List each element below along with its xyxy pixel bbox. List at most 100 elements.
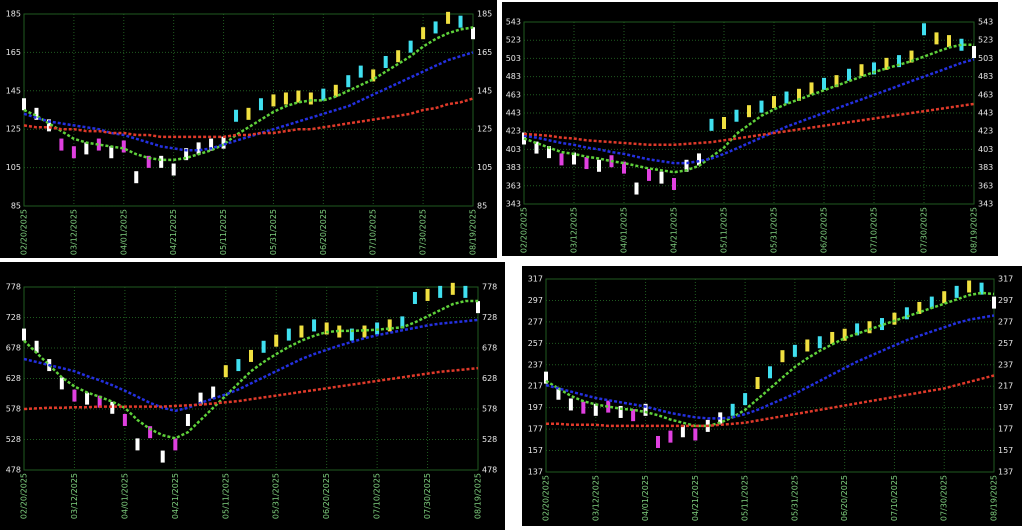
price-bar	[584, 157, 589, 170]
y-tick-label: 503	[506, 54, 521, 63]
y-tick-label-right: 217	[998, 382, 1013, 391]
chart-panel: 85 85 105 105 125 125 145 145 165 165 185 185 02/20/…	[0, 0, 497, 258]
x-tick-label: 02/20/2025	[20, 473, 29, 519]
price-bar	[618, 405, 623, 418]
price-bar	[46, 119, 51, 132]
y-tick-label: 728	[6, 313, 21, 322]
y-tick-label-right: 383	[978, 163, 993, 172]
price-bar	[780, 350, 785, 363]
y-tick-label: 423	[506, 127, 521, 136]
y-tick-label-right: 463	[978, 90, 993, 99]
x-tick-label: 04/21/2025	[670, 207, 679, 253]
price-bar	[822, 77, 826, 90]
price-bar	[211, 386, 216, 399]
price-bar	[929, 296, 934, 309]
price-bar	[236, 359, 241, 372]
price-bar	[84, 142, 89, 155]
moving-average-line	[23, 51, 474, 152]
y-tick-label: 317	[528, 275, 543, 284]
price-bar	[730, 403, 735, 416]
price-bar	[333, 84, 338, 97]
x-tick-label: 08/19/2025	[990, 475, 999, 521]
price-bar	[458, 15, 463, 28]
price-bar	[759, 100, 764, 113]
price-bar	[722, 117, 726, 130]
price-bar	[768, 366, 772, 379]
price-bar	[631, 409, 636, 422]
x-tick-label: 04/01/2025	[119, 209, 128, 255]
y-tick-label: 185	[6, 10, 21, 19]
price-bar	[59, 377, 64, 390]
price-bar	[383, 56, 388, 68]
price-bar	[198, 392, 203, 405]
y-tick-label: 403	[506, 145, 521, 154]
x-tick-label: 04/01/2025	[641, 475, 650, 521]
price-bar	[34, 340, 39, 353]
price-bar	[834, 75, 839, 88]
price-bar	[421, 27, 426, 40]
y-tick-label: 125	[6, 125, 21, 134]
price-bar	[904, 307, 909, 320]
y-tick-label-right: 523	[978, 36, 993, 45]
price-bar	[22, 328, 26, 341]
price-bar	[859, 64, 864, 77]
price-bar	[34, 107, 39, 120]
price-bar	[747, 105, 751, 118]
price-bar	[917, 301, 922, 314]
y-tick-label: 237	[528, 360, 543, 369]
y-tick-label: 165	[6, 48, 21, 57]
price-bar	[96, 138, 101, 151]
y-tick-label-right: 403	[978, 145, 993, 154]
x-tick-label: 03/12/2025	[570, 207, 579, 253]
price-bar	[959, 38, 964, 51]
moving-average-line	[23, 299, 478, 440]
price-bar	[438, 285, 443, 298]
price-bar	[299, 325, 304, 338]
y-tick-label: 528	[6, 435, 21, 444]
price-bar	[922, 23, 926, 36]
x-tick-label: 03/12/2025	[70, 473, 79, 519]
price-bar	[223, 365, 228, 378]
x-tick-label: 02/20/2025	[20, 209, 29, 255]
y-tick-label-right: 423	[978, 127, 993, 136]
price-bar	[271, 94, 276, 107]
price-bar	[830, 331, 835, 344]
y-tick-label-right: 317	[998, 275, 1013, 284]
moving-average-line	[546, 374, 995, 428]
price-bar	[258, 98, 263, 111]
x-tick-label: 07/10/2025	[870, 207, 879, 253]
price-bar	[286, 328, 291, 341]
y-tick-label-right: 157	[998, 446, 1013, 455]
price-bar	[173, 438, 178, 451]
price-bar	[909, 50, 914, 63]
y-tick-label: 543	[506, 18, 521, 27]
x-tick-label: 04/01/2025	[120, 473, 129, 519]
price-bar	[847, 68, 851, 81]
price-bar	[221, 136, 226, 149]
price-bar	[556, 387, 561, 400]
price-bar	[934, 32, 939, 45]
x-tick-label: 05/31/2025	[272, 473, 281, 519]
x-tick-label: 06/20/2025	[820, 207, 829, 253]
price-bar	[680, 425, 685, 438]
x-tick-label: 07/10/2025	[369, 209, 378, 255]
price-bar	[85, 392, 90, 405]
price-bar	[581, 401, 586, 414]
x-tick-label: 05/11/2025	[219, 209, 228, 255]
price-bar	[185, 413, 190, 426]
y-tick-label: 523	[506, 36, 521, 45]
y-tick-label-right: 628	[482, 374, 497, 383]
price-bar	[209, 138, 214, 151]
moving-average-line	[523, 58, 975, 165]
price-bar	[476, 301, 480, 314]
price-bar	[855, 323, 860, 336]
price-bar	[22, 98, 26, 111]
price-bar	[572, 152, 576, 165]
price-bar	[371, 69, 376, 82]
x-tick-label: 05/31/2025	[790, 475, 799, 521]
y-tick-label-right: 197	[998, 403, 1013, 412]
price-bar	[134, 171, 139, 184]
panel-background	[500, 0, 1000, 258]
price-bar	[842, 328, 847, 341]
